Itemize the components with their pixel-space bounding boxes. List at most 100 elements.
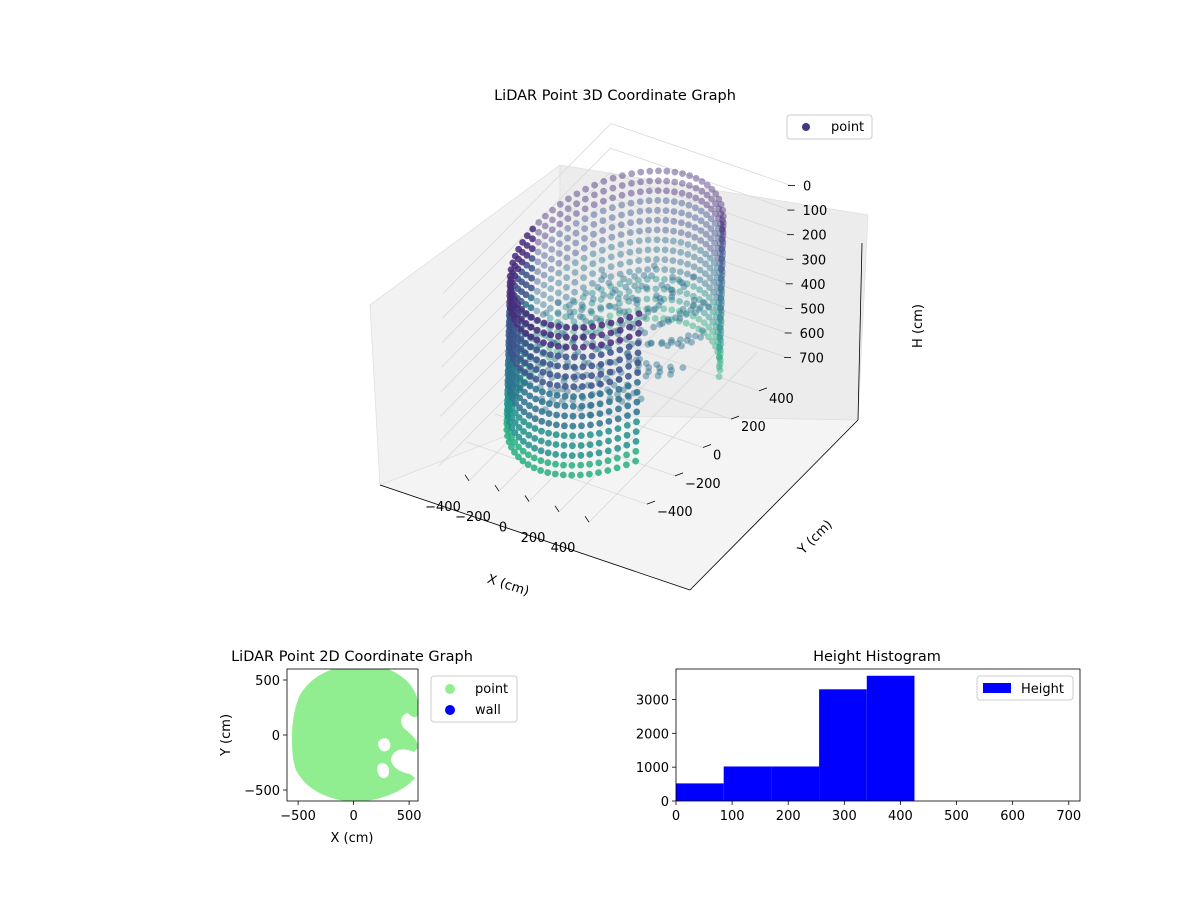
point-3d [588, 289, 596, 297]
point-3d [715, 319, 722, 326]
histogram-ticks: 0 100 200 300 400 500 600 700 0 1000 2000 3000 [636, 693, 1081, 824]
point-3d [544, 459, 552, 467]
point-3d [690, 292, 697, 300]
point-3d [609, 174, 617, 182]
point-3d [546, 380, 554, 388]
point-3d [715, 363, 723, 371]
x-tick-label: 0 [672, 809, 680, 824]
point-3d [654, 216, 661, 224]
point-3d [512, 370, 520, 377]
point-3d [590, 221, 598, 228]
point-3d [587, 411, 595, 419]
point-3d [624, 412, 631, 419]
point-3d [626, 258, 634, 266]
point-3d [508, 443, 515, 451]
point-3d [525, 422, 533, 429]
point-3d [540, 291, 547, 299]
point-3d [586, 451, 594, 458]
point-3d [526, 392, 534, 400]
point-3d [616, 326, 624, 334]
point-3d [605, 279, 613, 287]
point-3d [570, 308, 578, 316]
point-3d [527, 353, 535, 360]
point-3d [508, 404, 516, 412]
point-3d [709, 318, 717, 326]
point-3d [704, 303, 712, 311]
point-3d [655, 167, 662, 175]
point-3d [538, 427, 545, 435]
point-3d [607, 292, 614, 300]
point-3d [553, 392, 561, 399]
point-3d [668, 336, 675, 344]
point-3d [710, 288, 717, 296]
point-3d [580, 264, 588, 272]
point-3d [696, 256, 704, 264]
point-3d [653, 226, 661, 234]
point-3d [606, 368, 614, 376]
point-3d [513, 330, 521, 338]
point-3d [695, 315, 703, 323]
point-3d [645, 305, 652, 313]
point-3d [538, 408, 546, 415]
point-3d [676, 307, 683, 315]
point-3d [708, 195, 715, 203]
point-3d [565, 195, 572, 203]
point-3d [644, 246, 652, 254]
point-3d [616, 300, 623, 307]
point-3d [568, 471, 576, 479]
point-3d [533, 356, 540, 364]
point-3d [520, 438, 527, 445]
point-3d [511, 419, 519, 427]
point-3d [621, 308, 628, 316]
point-3d [524, 461, 532, 469]
point-3d [647, 339, 655, 347]
point-3d [703, 201, 711, 209]
point-3d [660, 285, 668, 293]
point-3d [691, 224, 699, 231]
point-3d [685, 211, 693, 219]
point-3d [692, 309, 699, 317]
point-3d [528, 284, 535, 292]
point-3d [546, 370, 554, 378]
point-3d [613, 454, 621, 462]
point-3d [714, 338, 722, 346]
point-3d [624, 402, 632, 410]
point-3d [607, 283, 615, 290]
point-3d [652, 295, 659, 303]
point-3d [580, 333, 587, 341]
point-3d [696, 304, 704, 311]
grid-line [578, 328, 760, 392]
x-tick-label: 500 [397, 809, 422, 824]
point-3d [518, 315, 525, 323]
point-3d [716, 344, 723, 352]
point-3d [679, 170, 686, 178]
point-3d [702, 250, 710, 258]
point-3d [571, 269, 579, 276]
point-3d [697, 237, 705, 244]
point-3d [606, 302, 614, 310]
point-3d [546, 314, 554, 322]
point-3d [703, 181, 711, 189]
y-tick-label: −400 [657, 505, 693, 520]
point-3d [717, 327, 725, 335]
point-3d [578, 301, 586, 309]
point-3d [677, 229, 685, 237]
point-3d [597, 304, 605, 311]
point-3d [580, 254, 588, 262]
point-3d [635, 247, 643, 255]
point-3d [516, 394, 524, 402]
point-3d [572, 220, 580, 227]
point-3d [590, 211, 598, 219]
point-3d [719, 206, 727, 214]
point-3d [645, 197, 653, 205]
z-tick-label: 600 [800, 327, 825, 342]
x-tick-label: −400 [425, 500, 461, 515]
point-3d [702, 230, 710, 238]
point-3d [715, 195, 723, 203]
point-3d [717, 210, 725, 218]
point-3d [717, 285, 725, 293]
y-tick-label: 0 [661, 795, 669, 810]
point-3d [685, 201, 693, 209]
point-3d [548, 246, 556, 253]
point-3d [580, 324, 588, 331]
